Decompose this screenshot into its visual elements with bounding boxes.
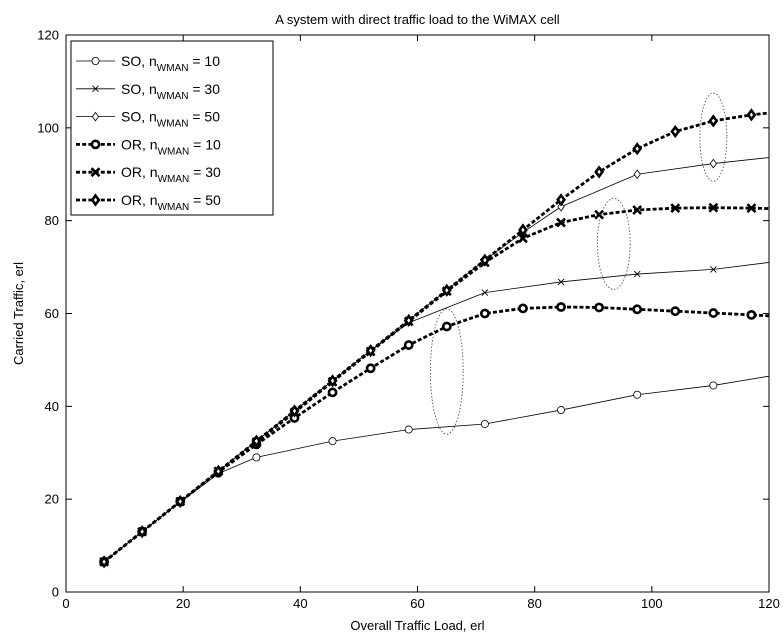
x-tick-label: 60 — [410, 596, 424, 611]
data-point — [556, 302, 566, 312]
data-point — [632, 304, 643, 315]
y-tick-label: 40 — [45, 399, 59, 414]
data-point — [746, 309, 757, 320]
data-point — [481, 289, 489, 296]
y-tick-label: 120 — [37, 28, 59, 43]
data-point — [670, 124, 681, 139]
data-point — [137, 525, 148, 539]
x-tick-label: 0 — [62, 596, 69, 611]
data-point — [252, 453, 261, 462]
series-6 — [99, 108, 769, 569]
legend-label: OR, nWMAN = 30 — [121, 164, 221, 185]
y-tick-label: 20 — [45, 492, 59, 507]
data-point — [403, 340, 414, 350]
data-point — [90, 139, 101, 150]
data-point — [710, 266, 717, 273]
legend-label: OR, nWMAN = 50 — [121, 192, 221, 213]
data-point — [365, 344, 376, 358]
data-point — [557, 406, 566, 415]
data-point — [632, 205, 643, 215]
data-point — [708, 202, 719, 213]
data-point — [213, 464, 224, 478]
data-point — [556, 193, 566, 207]
legend-entry: OR, nWMAN = 10 — [76, 136, 221, 157]
data-point — [670, 203, 681, 214]
data-point — [289, 404, 300, 418]
data-point — [441, 283, 452, 297]
data-point — [670, 306, 681, 317]
legend-entry: OR, nWMAN = 30 — [76, 164, 221, 185]
data-point — [365, 363, 376, 374]
legend: SO, nWMAN = 10 SO, nWMAN = 30 SO, nWMAN = … — [70, 40, 274, 216]
data-point — [175, 494, 186, 509]
legend-entry: SO, nWMAN = 30 — [76, 81, 220, 102]
data-point — [633, 169, 641, 180]
annotation-ellipse — [596, 197, 631, 290]
y-tick-label: 100 — [37, 120, 59, 135]
legend-label: SO, nWMAN = 50 — [121, 109, 220, 130]
x-tick-label: 40 — [293, 596, 307, 611]
data-point — [594, 302, 605, 313]
data-point — [518, 233, 528, 244]
data-point — [404, 425, 413, 434]
data-point — [709, 158, 717, 169]
data-point — [251, 434, 262, 448]
y-tick-label: 80 — [45, 213, 59, 228]
data-point — [556, 217, 566, 228]
data-point — [91, 111, 100, 122]
annotation-ellipse — [429, 308, 464, 435]
legend-entry: OR, nWMAN = 50 — [76, 192, 221, 213]
x-tick-label: 120 — [758, 596, 780, 611]
axis-ticks: 0 20 40 60 80 100 120 0 20 40 60 80 100 120 — [37, 28, 780, 612]
data-point — [746, 108, 757, 122]
legend-label: SO, nWMAN = 30 — [121, 81, 220, 102]
annotation-ellipses — [429, 92, 728, 435]
x-tick-label: 100 — [641, 596, 663, 611]
data-point — [746, 203, 757, 214]
legend-label: SO, nWMAN = 10 — [121, 53, 220, 74]
data-point — [632, 142, 643, 156]
data-point — [594, 165, 605, 179]
data-point — [633, 390, 642, 399]
data-point — [328, 437, 337, 446]
data-point — [594, 209, 605, 220]
x-tick-label: 20 — [176, 596, 190, 611]
legend-entry: SO, nWMAN = 50 — [76, 109, 220, 130]
data-point — [403, 313, 414, 328]
data-point — [480, 419, 489, 428]
data-point — [92, 85, 99, 93]
series-layer — [99, 108, 769, 569]
data-point — [99, 555, 110, 569]
data-point — [441, 321, 452, 332]
data-point — [327, 387, 338, 398]
data-point — [518, 303, 528, 314]
data-point — [90, 167, 101, 178]
x-axis-title: Overall Traffic Load, erl — [350, 618, 484, 633]
x-tick-label: 80 — [527, 596, 541, 611]
data-point — [327, 374, 338, 388]
legend-entry: SO, nWMAN = 10 — [76, 53, 220, 74]
y-tick-label: 60 — [45, 306, 59, 321]
data-point — [557, 278, 565, 286]
data-point — [557, 201, 565, 212]
legend-label: OR, nWMAN = 10 — [121, 136, 221, 157]
annotation-ellipse — [699, 92, 728, 182]
data-point — [709, 381, 718, 390]
data-point — [633, 270, 641, 278]
data-point — [479, 308, 490, 319]
legend-box — [70, 40, 274, 216]
data-point — [708, 308, 719, 318]
data-point — [91, 57, 100, 66]
data-point — [479, 253, 490, 267]
data-point — [90, 193, 101, 207]
y-axis-title: Carried Traffic, erl — [11, 262, 26, 365]
data-point — [708, 114, 719, 128]
y-tick-label: 0 — [52, 585, 59, 600]
data-point — [518, 223, 528, 237]
chart-title: A system with direct traffic load to the… — [275, 12, 560, 27]
